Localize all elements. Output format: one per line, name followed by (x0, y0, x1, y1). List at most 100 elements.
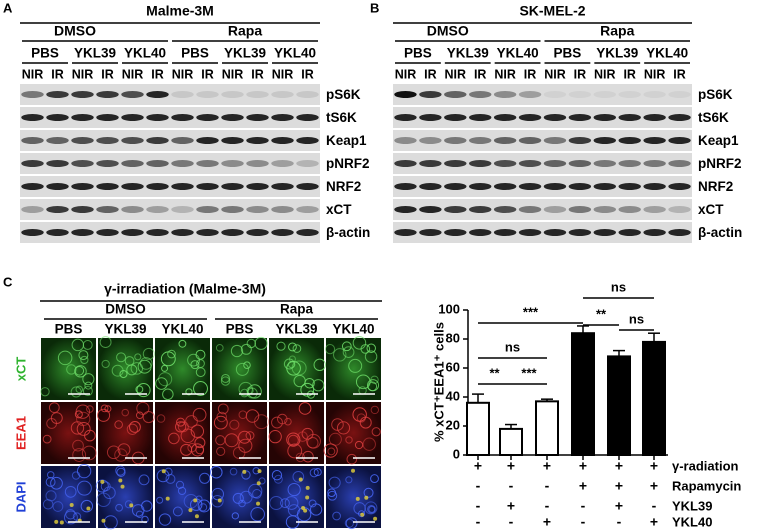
blot-band (296, 114, 319, 121)
treatment-label: PBS (226, 322, 254, 337)
blot-band (543, 206, 567, 213)
blot-strip (20, 107, 320, 128)
cell (213, 415, 228, 430)
blot-band (196, 160, 219, 167)
blot-band (394, 137, 417, 144)
cell (336, 421, 351, 435)
condition-sign: - (545, 478, 550, 494)
cell (161, 364, 169, 372)
cell (160, 351, 176, 367)
cell (70, 421, 85, 435)
blot-band (593, 206, 617, 213)
blot-band (518, 160, 542, 167)
condition-sign: + (543, 514, 551, 530)
y-tick-label: 20 (446, 417, 460, 432)
cell (76, 421, 91, 436)
cell (52, 501, 64, 512)
cell (217, 403, 229, 415)
blot-band (543, 114, 567, 121)
cell (80, 499, 94, 513)
blot-band (96, 206, 119, 213)
cell (156, 496, 164, 504)
blot-band (568, 137, 592, 144)
cell (187, 442, 197, 453)
cell (284, 417, 292, 426)
blot-band (221, 206, 244, 213)
cell (128, 421, 141, 433)
blot-band (271, 229, 294, 236)
treatment-label: YKL39 (275, 322, 317, 337)
lane-label: NIR (644, 67, 666, 81)
cell (245, 409, 260, 423)
cell (240, 388, 249, 398)
blot-band (121, 183, 144, 190)
cell (135, 385, 144, 394)
blot-band (419, 206, 442, 213)
coloc (129, 503, 134, 508)
cell (81, 445, 97, 461)
bar (499, 427, 523, 456)
cell (293, 374, 306, 388)
micrograph (41, 338, 96, 400)
blot-band (419, 137, 442, 144)
blot-band (668, 229, 691, 236)
blot-band (96, 229, 119, 236)
blot-band (518, 114, 542, 121)
cell (82, 373, 95, 386)
blot-band (643, 137, 666, 144)
cell (287, 443, 303, 459)
blot-band (419, 183, 442, 190)
cell (235, 362, 249, 376)
cell (50, 476, 63, 490)
cell (74, 365, 87, 378)
treatment-label: YKL39 (104, 322, 146, 337)
blot-band (171, 183, 194, 190)
coloc (101, 518, 106, 523)
blot-band (296, 137, 319, 144)
blot-band (543, 183, 567, 190)
blot-band (593, 114, 617, 121)
cell (187, 353, 200, 367)
blot-band (394, 114, 417, 121)
cell (370, 375, 379, 384)
blot-band (71, 206, 94, 213)
blot-band (296, 206, 319, 213)
coloc (194, 514, 199, 519)
cell (238, 438, 253, 453)
cell (215, 344, 224, 352)
condition-sign: - (509, 514, 514, 530)
treatment-label: YKL40 (124, 46, 166, 61)
cell (174, 421, 187, 433)
blot-band (618, 160, 641, 167)
cell (232, 492, 244, 504)
blot-band (171, 160, 194, 167)
cell (75, 385, 84, 394)
cell (254, 336, 268, 350)
group-label: DMSO (105, 302, 146, 317)
cell (100, 481, 111, 492)
condition-sign: - (617, 514, 622, 530)
cell (308, 499, 317, 508)
condition-sign: + (579, 478, 587, 494)
cell (366, 343, 376, 353)
cell (229, 419, 240, 430)
blot-band (96, 91, 119, 98)
cell (346, 453, 358, 465)
cell (199, 503, 208, 512)
blot-strip (393, 176, 692, 197)
cell (309, 468, 319, 478)
blot-band (618, 114, 641, 121)
blot-band (96, 137, 119, 144)
cell (168, 432, 180, 445)
cell (199, 472, 211, 484)
blot-band (543, 137, 567, 144)
cell (178, 339, 187, 348)
cell (142, 347, 155, 360)
cell (177, 421, 189, 433)
blot-band (668, 114, 691, 121)
cell (42, 499, 54, 510)
cell (230, 344, 244, 358)
panel-label: C (3, 274, 13, 289)
blot-band (468, 160, 492, 167)
blot-band (618, 91, 641, 98)
